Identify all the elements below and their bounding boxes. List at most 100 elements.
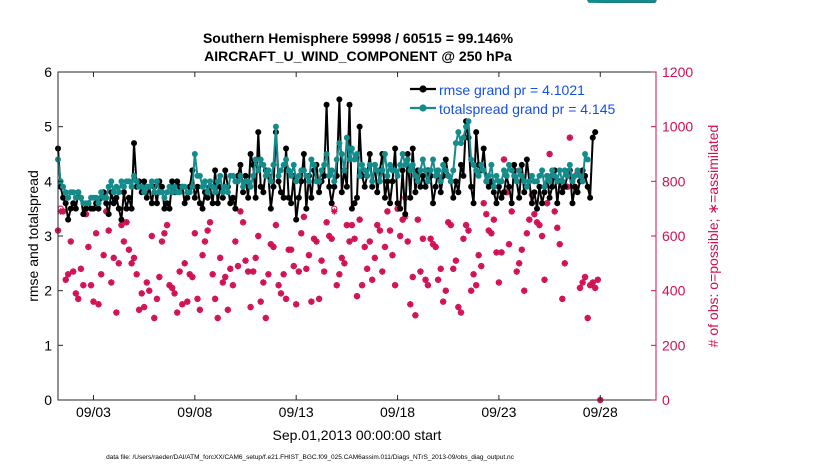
obs-assimilated-point — [282, 295, 290, 303]
obs-assimilated-point — [161, 230, 168, 237]
totalspread-point — [534, 178, 541, 185]
obs-assimilated-point — [526, 216, 533, 223]
totalspread-point — [166, 183, 173, 190]
y-left-tick-label: 1 — [44, 337, 52, 353]
totalspread-point — [526, 178, 533, 185]
rmse-point — [338, 189, 345, 196]
obs-assimilated-point — [171, 290, 178, 297]
obs-assimilated-point — [140, 303, 148, 311]
totalspread-point — [277, 167, 284, 174]
totalspread-point — [437, 178, 444, 185]
totalspread-point — [361, 167, 368, 174]
obs-assimilated-point — [389, 251, 396, 259]
obs-assimilated-point — [399, 216, 406, 223]
rmse-point — [196, 200, 203, 207]
obs-assimilated-point — [447, 221, 455, 229]
totalspread-point — [275, 172, 282, 179]
obs-assimilated-point — [346, 238, 353, 245]
rmse-point — [546, 194, 553, 201]
totalspread-point — [483, 178, 490, 185]
obs-assimilated-point — [488, 230, 495, 237]
obs-assimilated-point — [270, 243, 277, 251]
totalspread-point — [146, 183, 153, 190]
totalspread-point — [235, 178, 242, 185]
obs-assimilated-point — [151, 314, 158, 322]
rmse-point — [60, 194, 67, 201]
obs-assimilated-point — [72, 290, 80, 297]
rmse-point — [409, 145, 416, 152]
y-left-tick-label: 5 — [44, 119, 52, 135]
obs-assimilated-point — [158, 238, 166, 245]
totalspread-point — [222, 183, 229, 190]
x-tick-label: 09/13 — [279, 404, 314, 420]
x-axis-ticks: 09/03 09/08 09/13 09/18 09/23 09/28 — [76, 72, 618, 420]
rmse-point — [498, 194, 505, 201]
obs-assimilated-point — [434, 276, 442, 283]
rmse-point — [123, 205, 130, 212]
totalspread-point — [250, 172, 257, 179]
rmse-point — [125, 194, 132, 201]
obs-assimilated-point — [460, 235, 467, 242]
obs-assimilated-point — [551, 208, 558, 215]
rmse-point — [128, 205, 135, 212]
rmse-point — [229, 194, 236, 201]
totalspread-point — [549, 167, 556, 174]
obs-assimilated-point — [87, 282, 95, 289]
totalspread-point — [561, 167, 568, 174]
totalspread-point — [394, 172, 401, 179]
totalspread-point — [60, 183, 67, 190]
rmse-point — [485, 183, 492, 190]
rmse-point — [242, 172, 249, 179]
rmse-point — [131, 140, 138, 147]
totalspread-point — [108, 178, 115, 185]
obs-assimilated-point — [455, 303, 462, 311]
obs-assimilated-point — [412, 312, 419, 319]
rmse-point — [534, 205, 541, 212]
totalspread-point — [288, 172, 295, 179]
totalspread-point — [280, 161, 287, 168]
obs-assimilated-point — [379, 268, 386, 275]
obs-assimilated-point — [331, 208, 338, 215]
totalspread-point — [300, 167, 307, 174]
totalspread-point — [323, 151, 330, 157]
totalspread-point — [98, 189, 105, 196]
totalspread-point — [364, 172, 371, 179]
totalspread-point — [359, 161, 366, 168]
totalspread-point — [293, 178, 300, 185]
obs-assimilated-point — [559, 295, 566, 303]
totalspread-point — [113, 183, 120, 190]
rmse-point — [549, 183, 556, 190]
rmse-point — [120, 189, 127, 196]
obs-assimilated-point — [374, 221, 381, 229]
obs-assimilated-point — [265, 271, 272, 278]
obs-assimilated-point — [77, 265, 85, 272]
rmse-point — [366, 151, 373, 157]
obs-assimilated-point — [67, 238, 74, 245]
obs-assimilated-point — [323, 219, 330, 226]
obs-assimilated-point — [363, 265, 371, 272]
rmse-point — [460, 172, 467, 179]
totalspread-point — [493, 172, 500, 179]
totalspread-point — [455, 129, 462, 136]
totalspread-point — [267, 178, 274, 185]
obs-assimilated-point — [581, 273, 589, 281]
obs-assimilated-point — [407, 301, 414, 308]
rmse-point — [257, 183, 264, 190]
totalspread-point — [224, 189, 231, 196]
rmse-point — [65, 216, 72, 223]
rmse-point — [571, 183, 578, 190]
obs-assimilated-point — [531, 210, 538, 218]
obs-assimilated-point — [328, 235, 335, 242]
rmse-point — [209, 200, 216, 207]
y-right-tick-label: 1000 — [662, 119, 693, 135]
obs-assimilated-point — [234, 262, 242, 270]
rmse-point — [141, 178, 148, 185]
y-left-tick-label: 0 — [44, 392, 52, 408]
obs-assimilated-point — [214, 314, 221, 322]
y-left-tick-label: 3 — [44, 228, 52, 244]
y-right-tick-label: 200 — [662, 337, 686, 353]
totalspread-point — [110, 189, 117, 196]
obs-assimilated-point — [386, 227, 394, 234]
y-axis-right-label: # of obs: o=possible; ∗=assimilated — [705, 125, 721, 348]
totalspread-point — [65, 194, 72, 201]
